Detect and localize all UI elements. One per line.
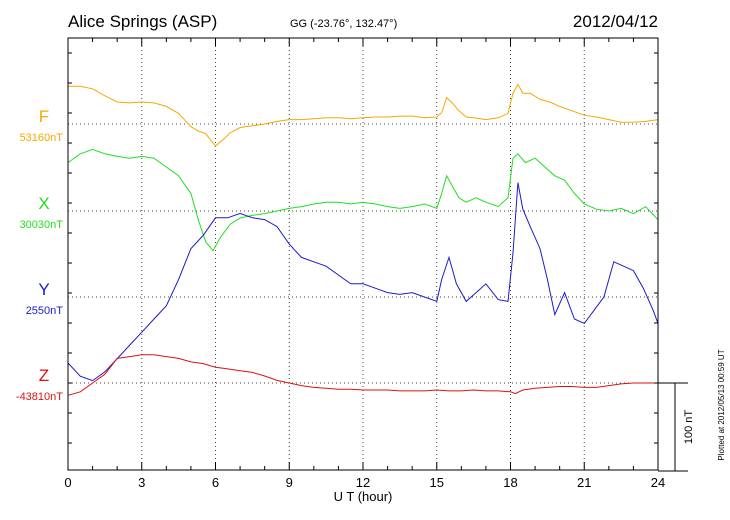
series-line-z	[68, 355, 658, 396]
grid-lines	[142, 38, 585, 470]
station-title: Alice Springs (ASP)	[68, 12, 217, 31]
x-tick-label-18: 18	[503, 475, 517, 490]
series-name-z: Z	[39, 366, 49, 385]
series-baseline-y: 2550nT	[26, 305, 64, 317]
x-tick-label-21: 21	[577, 475, 591, 490]
series-traces	[68, 84, 658, 395]
series-baseline-x: 30030nT	[20, 219, 64, 231]
x-tick-label-12: 12	[356, 475, 370, 490]
x-tick-labels: 0 3 6 9 12 15 18 21 24	[64, 475, 665, 490]
plotted-timestamp: Plotted at 2012/05/13 00:59 UT	[717, 349, 726, 460]
series-baseline-z: -43810nT	[16, 391, 63, 403]
x-tick-label-0: 0	[64, 475, 71, 490]
x-tick-label-15: 15	[430, 475, 444, 490]
x-tick-label-6: 6	[212, 475, 219, 490]
series-name-f: F	[39, 107, 49, 126]
series-line-f	[68, 84, 658, 146]
x-tick-label-24: 24	[651, 475, 665, 490]
chart-date: 2012/04/12	[573, 12, 658, 31]
series-name-x: X	[38, 194, 49, 213]
series-line-x	[68, 149, 658, 250]
x-axis-label: U T (hour)	[334, 489, 393, 504]
station-coordinates: GG (-23.76°, 132.47°)	[290, 18, 397, 30]
series-name-y: Y	[38, 280, 49, 299]
scale-bar-label: 100 nT	[683, 410, 695, 445]
series-labels: F 53160nT X 30030nT Y 2550nT Z -43810nT	[16, 107, 63, 403]
series-baseline-f: 53160nT	[20, 132, 64, 144]
x-tick-label-3: 3	[138, 475, 145, 490]
x-tick-label-9: 9	[286, 475, 293, 490]
